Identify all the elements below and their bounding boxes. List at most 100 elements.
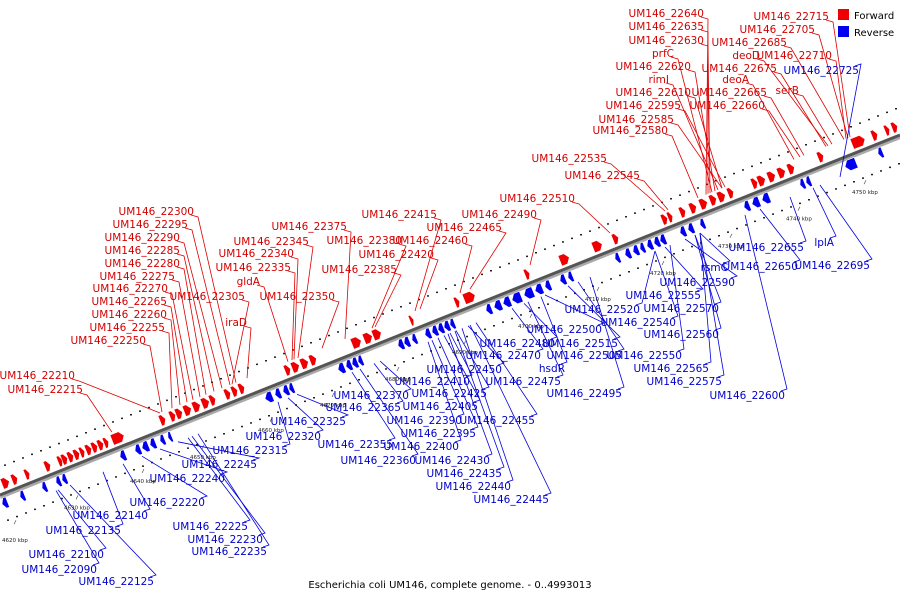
track-dot	[547, 303, 549, 305]
track-dot	[22, 457, 24, 459]
track-dot	[70, 494, 72, 496]
track-dot	[349, 382, 351, 385]
track-dot	[745, 224, 747, 226]
gene-arrow	[207, 394, 216, 407]
reverse-gene-label: UM146_22245	[182, 459, 257, 471]
leader-line	[71, 378, 161, 414]
leader-line	[371, 243, 407, 329]
leader-line	[589, 276, 625, 390]
gene-arrow	[95, 439, 104, 452]
gene-arrow	[624, 247, 634, 260]
reverse-gene	[411, 332, 420, 345]
kbp-tick-mark	[797, 206, 801, 211]
gene-arrow	[42, 460, 51, 473]
kbp-tick-label: 4720 kbp	[650, 271, 676, 277]
reverse-gene	[337, 361, 347, 374]
reverse-gene-label: UM146_22570	[644, 303, 719, 315]
kbp-tick-label: 4680 kbp	[385, 377, 411, 383]
forward-gene-label: UM146_22710	[757, 50, 832, 62]
forward-gene	[889, 121, 898, 134]
track-dot	[319, 338, 321, 340]
gene-arrow	[274, 387, 284, 400]
gene-arrow	[544, 279, 554, 292]
track-dot	[292, 349, 294, 351]
leader-line	[176, 240, 223, 389]
gene-arrow	[707, 194, 717, 207]
forward-gene-label: UM146_22275	[100, 271, 175, 283]
reverse-gene-label: UM146_22440	[436, 481, 511, 493]
leader-line	[783, 45, 845, 140]
forward-gene-label: UM146_22265	[92, 296, 167, 308]
gene-arrow	[749, 177, 758, 190]
track-dot	[754, 220, 756, 223]
gene-arrow	[755, 174, 766, 188]
reverse-gene	[119, 449, 129, 462]
track-dot	[718, 235, 720, 237]
gene-arrow	[101, 437, 109, 449]
leader-line	[699, 232, 712, 365]
track-dot	[331, 389, 333, 392]
track-dot	[88, 487, 90, 489]
track-dot	[511, 317, 513, 320]
track-dot	[355, 324, 357, 326]
track-dot	[358, 379, 360, 381]
forward-leader-lines	[71, 16, 851, 433]
reverse-gene-label: UM146_22400	[384, 441, 459, 453]
leader-line	[839, 63, 862, 178]
gene-arrow	[370, 328, 382, 342]
gene-arrow	[559, 273, 569, 286]
track-dot	[169, 454, 171, 457]
gene-arrow	[222, 388, 231, 401]
leader-line	[102, 471, 124, 527]
leader-line	[321, 299, 340, 349]
gene-arrow	[632, 244, 642, 257]
leader-line	[454, 330, 505, 470]
forward-gene	[697, 198, 708, 211]
reverse-gene-label: UM146_22390	[387, 415, 462, 427]
gene-arrow	[149, 437, 159, 450]
gene-arrow	[307, 354, 317, 367]
gene-arrow	[298, 357, 309, 371]
gene-arrow	[289, 361, 300, 374]
gene-arrow	[236, 382, 245, 395]
reverse-gene-labels: UM146_22725 UM146_22655 UM146_22650 lplA UM1…	[22, 65, 870, 588]
reverse-gene	[61, 472, 70, 485]
leader-line	[745, 82, 795, 160]
gene-arrow	[493, 298, 504, 312]
track-dot	[817, 195, 819, 197]
track-dot	[148, 406, 150, 409]
reverse-gene	[167, 430, 175, 443]
track-dot	[391, 309, 393, 312]
kbp-tick-label: 4710 kbp	[585, 297, 611, 303]
gene-arrow	[522, 268, 530, 281]
gene-arrow	[119, 449, 129, 462]
track-dot	[373, 316, 375, 319]
forward-gene-label: deoA	[722, 74, 750, 86]
reverse-gene	[41, 480, 50, 493]
gene-arrow	[743, 199, 753, 212]
track-dot	[58, 442, 60, 445]
reverse-gene	[502, 295, 513, 308]
track-dot	[436, 291, 438, 294]
track-dot	[16, 515, 18, 518]
gene-arrow	[55, 475, 64, 488]
reverse-gene-label: UM146_22515	[543, 338, 618, 350]
leader-line	[161, 330, 173, 409]
leader-line	[759, 208, 801, 263]
gene-arrow	[361, 332, 373, 345]
track-dot	[178, 451, 180, 453]
reverse-gene	[431, 324, 441, 337]
forward-gene-labels: UM146_22640UM146_22635UM146_22630prfCUM1…	[0, 8, 832, 396]
leader-line	[297, 244, 314, 358]
forward-gene-label: UM146_22280	[105, 258, 180, 270]
gene-arrow	[502, 295, 513, 308]
gene-arrow	[567, 270, 576, 283]
leader-line	[469, 230, 507, 290]
reverse-gene	[134, 443, 144, 456]
leader-line	[142, 343, 163, 413]
forward-gene-label: UM146_22630	[629, 35, 704, 47]
leader-line	[527, 301, 564, 378]
track-dot	[889, 166, 891, 169]
track-dot	[61, 497, 63, 500]
